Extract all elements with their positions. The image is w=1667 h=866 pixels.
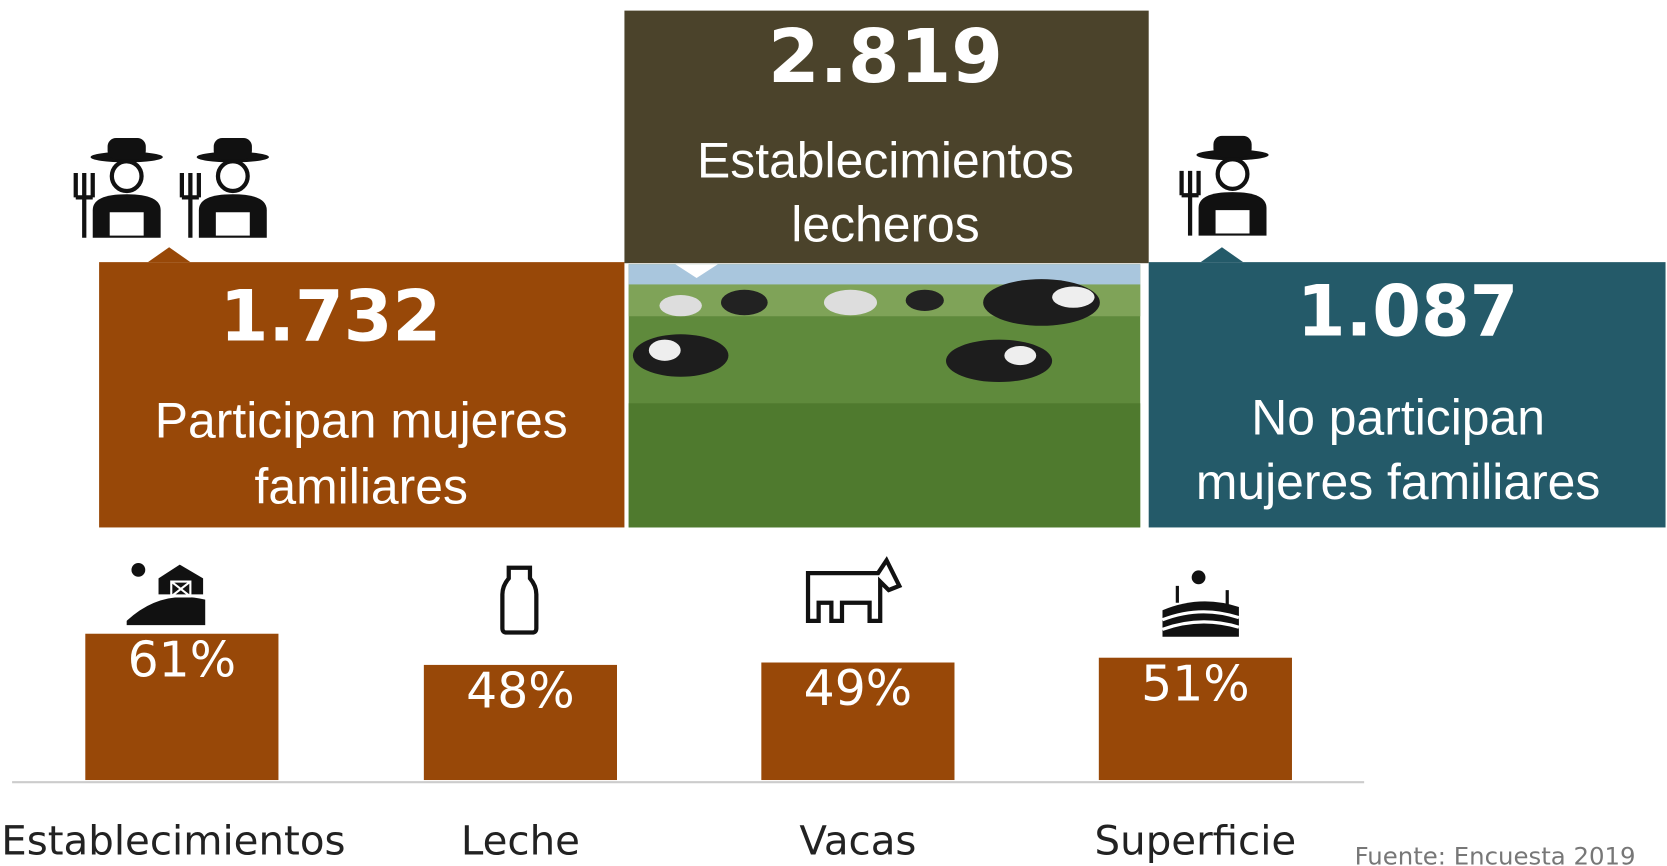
category-label: Leche xyxy=(461,818,580,865)
category-label: Establecimientos xyxy=(1,818,345,865)
with-women-label: familiares xyxy=(255,458,468,514)
with-women-label: Participan mujeres xyxy=(155,393,568,449)
category-label: Superficie xyxy=(1095,818,1297,865)
bar-icons xyxy=(127,560,1239,636)
total-label: lecheros xyxy=(791,196,979,252)
category-label: Vacas xyxy=(799,818,916,865)
without-women-number: 1.087 xyxy=(1297,270,1519,352)
total-number: 2.819 xyxy=(768,13,1003,100)
without-women-label: No participan xyxy=(1251,389,1545,445)
cow-photo xyxy=(629,264,1141,527)
pointer xyxy=(1201,247,1243,262)
without-women-label: mujeres familiares xyxy=(1196,454,1601,510)
value-label: 61% xyxy=(128,631,236,688)
value-label: 48% xyxy=(466,663,574,720)
source: Fuente: Encuesta 2019 xyxy=(1355,842,1636,866)
with-women-number: 1.732 xyxy=(220,276,442,358)
total-label: Establecimientos xyxy=(697,133,1074,189)
value-label: 51% xyxy=(1141,655,1249,712)
value-label: 49% xyxy=(804,660,912,717)
pointer xyxy=(148,247,190,262)
infographic: 2.819 Establecimientos lecheros 1.732 Pa… xyxy=(0,0,1667,866)
